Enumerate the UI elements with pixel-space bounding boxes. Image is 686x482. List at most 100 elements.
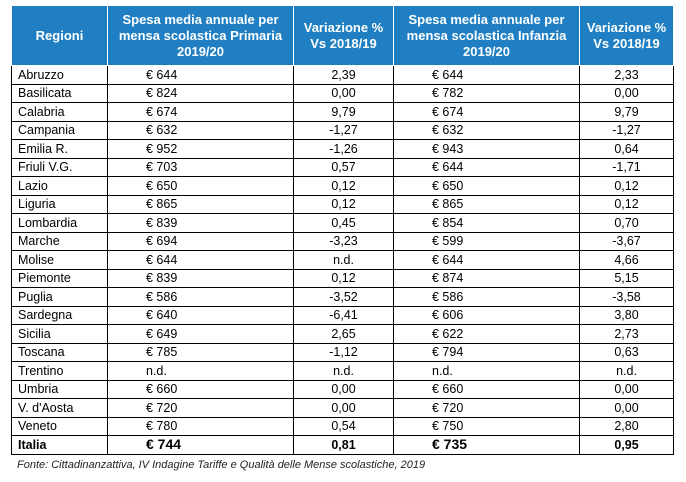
variazione-infanzia-cell-value: 2,73 <box>614 326 639 341</box>
variazione-infanzia-cell: 0,70 <box>579 213 674 233</box>
variazione-primaria-cell-value: 2,65 <box>331 326 356 341</box>
spesa-primaria-cell-value: € 839 <box>146 271 178 286</box>
region-cell-value: Veneto <box>18 419 57 434</box>
spesa-infanzia-cell: € 622 <box>393 324 580 344</box>
variazione-infanzia-cell: -3,67 <box>579 231 674 251</box>
variazione-infanzia-cell-value: 0,00 <box>614 86 639 101</box>
region-cell-value: Piemonte <box>18 271 71 286</box>
spesa-infanzia-cell: € 865 <box>393 194 580 214</box>
spesa-primaria-cell: € 694 <box>107 231 294 251</box>
variazione-primaria-cell: 0,12 <box>293 268 394 288</box>
table-row: Piemonte € 839 0,12 € 874 5,15 <box>11 268 674 288</box>
spesa-infanzia-cell: € 599 <box>393 231 580 251</box>
variazione-infanzia-cell: 2,80 <box>579 416 674 436</box>
variazione-infanzia-cell: 0,12 <box>579 176 674 196</box>
spesa-primaria-cell: € 703 <box>107 157 294 177</box>
spesa-primaria-cell-value: € 660 <box>146 382 178 397</box>
variazione-primaria-cell: 2,39 <box>293 65 394 85</box>
spesa-primaria-cell: € 586 <box>107 287 294 307</box>
variazione-infanzia-cell-value: 9,79 <box>614 104 639 119</box>
spesa-infanzia-cell-value: € 660 <box>432 382 464 397</box>
region-cell-value: Liguria <box>18 197 56 212</box>
variazione-primaria-cell-value: -3,23 <box>329 234 358 249</box>
variazione-primaria-cell: 0,57 <box>293 157 394 177</box>
variazione-infanzia-cell: 9,79 <box>579 102 674 122</box>
header-variazione-primaria: Variazione % Vs 2018/19 <box>293 5 394 66</box>
spesa-infanzia-cell: € 794 <box>393 342 580 362</box>
region-cell-value: Sicilia <box>18 326 51 341</box>
table-body: Abruzzo € 644 2,39 € 644 2,33 Basilicata € 824… <box>11 65 674 455</box>
spesa-infanzia-cell-value: € 632 <box>432 123 464 138</box>
table-row: Lazio € 650 0,12 € 650 0,12 <box>11 176 674 196</box>
spesa-primaria-cell: € 650 <box>107 176 294 196</box>
spesa-infanzia-cell: € 782 <box>393 83 580 103</box>
region-cell-value: V. d'Aosta <box>18 400 74 415</box>
spesa-infanzia-cell-value: € 622 <box>432 326 464 341</box>
spesa-primaria-cell-value: € 780 <box>146 419 178 434</box>
variazione-primaria-cell: 0,12 <box>293 194 394 214</box>
spesa-infanzia-cell: € 720 <box>393 398 580 418</box>
variazione-primaria-cell: n.d. <box>293 361 394 381</box>
total-row: Italia € 744 0,81 € 735 0,95 <box>11 435 674 455</box>
variazione-infanzia-cell: 0,00 <box>579 83 674 103</box>
region-cell: Sardegna <box>11 305 108 325</box>
variazione-infanzia-cell-value: 0,70 <box>614 215 639 230</box>
variazione-primaria-cell-value: 0,12 <box>331 197 356 212</box>
variazione-infanzia-cell: 0,12 <box>579 194 674 214</box>
variazione-primaria-cell-value: 0,00 <box>331 400 356 415</box>
spesa-infanzia-cell-value: € 865 <box>432 197 464 212</box>
region-cell: Friuli V.G. <box>11 157 108 177</box>
region-cell: Molise <box>11 250 108 270</box>
variazione-infanzia-cell-value: 0,12 <box>614 178 639 193</box>
variazione-primaria-cell: -3,52 <box>293 287 394 307</box>
spesa-primaria-cell: € 744 <box>107 435 294 455</box>
variazione-infanzia-cell-value: 5,15 <box>614 271 639 286</box>
spesa-infanzia-cell-value: € 794 <box>432 345 464 360</box>
spesa-infanzia-cell-value: € 720 <box>432 400 464 415</box>
spesa-infanzia-cell-value: € 644 <box>432 67 464 82</box>
spesa-infanzia-cell-value: € 674 <box>432 104 464 119</box>
region-cell: Liguria <box>11 194 108 214</box>
spesa-primaria-cell: € 660 <box>107 379 294 399</box>
spesa-primaria-cell-value: € 644 <box>146 67 178 82</box>
variazione-infanzia-cell-value: 2,80 <box>614 419 639 434</box>
table-row: V. d'Aosta € 720 0,00 € 720 0,00 <box>11 398 674 418</box>
spesa-primaria-cell: € 865 <box>107 194 294 214</box>
region-cell-value: Sardegna <box>18 308 73 323</box>
variazione-infanzia-cell-value: 0,00 <box>614 382 639 397</box>
variazione-primaria-cell: 2,65 <box>293 324 394 344</box>
spesa-primaria-cell: € 785 <box>107 342 294 362</box>
header-row: Regioni Spesa media annuale per mensa sc… <box>11 5 674 66</box>
spesa-primaria-cell: € 839 <box>107 213 294 233</box>
source-note: Fonte: Cittadinanzattiva, IV Indagine Ta… <box>17 459 426 471</box>
variazione-primaria-cell: 0,00 <box>293 83 394 103</box>
spesa-infanzia-cell: € 632 <box>393 120 580 140</box>
spesa-primaria-cell-value: € 824 <box>146 86 178 101</box>
spesa-primaria-cell: € 720 <box>107 398 294 418</box>
region-cell: Trentino <box>11 361 108 381</box>
region-cell-value: Emilia R. <box>18 141 69 156</box>
table-row: Friuli V.G. € 703 0,57 € 644 -1,71 <box>11 157 674 177</box>
variazione-primaria-cell-value: 0,81 <box>331 437 356 452</box>
spesa-infanzia-cell: € 874 <box>393 268 580 288</box>
variazione-infanzia-cell: -1,71 <box>579 157 674 177</box>
region-cell: Emilia R. <box>11 139 108 159</box>
spesa-primaria-cell: € 824 <box>107 83 294 103</box>
spesa-primaria-cell-value: € 744 <box>146 436 182 453</box>
variazione-infanzia-cell: n.d. <box>579 361 674 381</box>
spesa-primaria-cell-value: € 644 <box>146 252 178 267</box>
region-cell-value: Lazio <box>18 178 48 193</box>
variazione-primaria-cell-value: -1,26 <box>329 141 358 156</box>
variazione-primaria-cell-value: -3,52 <box>329 289 358 304</box>
spesa-infanzia-cell: € 606 <box>393 305 580 325</box>
region-cell-value: Friuli V.G. <box>18 160 73 175</box>
spesa-infanzia-cell-value: € 874 <box>432 271 464 286</box>
variazione-primaria-cell: -1,26 <box>293 139 394 159</box>
variazione-infanzia-cell-value: 0,64 <box>614 141 639 156</box>
region-cell-value: Campania <box>18 123 75 138</box>
spesa-primaria-cell-value: € 839 <box>146 215 178 230</box>
region-cell: Basilicata <box>11 83 108 103</box>
spesa-primaria-cell: € 644 <box>107 250 294 270</box>
spesa-infanzia-cell: € 854 <box>393 213 580 233</box>
spesa-primaria-cell: € 780 <box>107 416 294 436</box>
